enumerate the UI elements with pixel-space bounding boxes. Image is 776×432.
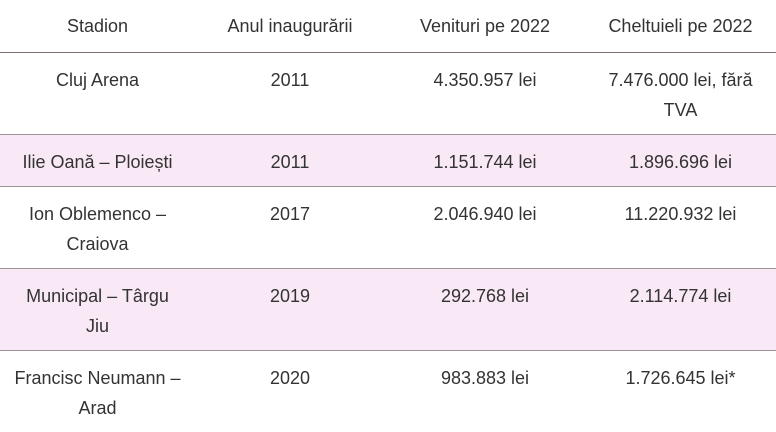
table-row: Ion Oblemenco – Craiova 2017 2.046.940 l… xyxy=(0,186,776,269)
header-expenses-2022: Cheltuieli pe 2022 xyxy=(585,0,776,53)
header-revenue-2022: Venituri pe 2022 xyxy=(385,0,585,53)
cell-expenses: 1.896.696 lei xyxy=(585,134,776,187)
cell-revenue: 983.883 lei xyxy=(440,367,530,388)
cell-year: 2019 xyxy=(195,268,385,351)
cell-stadium: Ion Oblemenco – Craiova xyxy=(0,186,195,269)
cell-year: 2011 xyxy=(195,134,385,187)
table-row: Francisc Neumann – Arad 2020 983.883 lei… xyxy=(0,350,776,432)
header-row: Stadion Anul inaugurării Venituri pe 202… xyxy=(0,0,776,53)
header-stadium: Stadion xyxy=(0,0,195,53)
cell-expenses: 7.476.000 lei, fără TVA xyxy=(585,52,776,135)
table-row: Cluj Arena 2011 4.350.957 lei 7.476.000 … xyxy=(0,52,776,135)
table-row: Municipal – Târgu Jiu 2019 292.768 lei 2… xyxy=(0,268,776,351)
cell-year: 2017 xyxy=(195,186,385,269)
cell-year: 2020 xyxy=(269,367,311,388)
header-inauguration-year: Anul inaugurării xyxy=(195,0,385,53)
cell-year: 2011 xyxy=(195,52,385,135)
cell-stadium: Ilie Oană – Ploiești xyxy=(0,134,195,187)
cell-expenses: 11.220.932 lei xyxy=(585,186,776,269)
table-header: Stadion Anul inaugurării Venituri pe 202… xyxy=(0,0,776,53)
cell-stadium: Cluj Arena xyxy=(0,52,195,135)
cell-revenue: 4.350.957 lei xyxy=(385,52,585,135)
cell-stadium: Municipal – Târgu Jiu xyxy=(0,268,195,351)
cell-revenue: 292.768 lei xyxy=(385,268,585,351)
cell-stadium: Francisc Neumann – Arad xyxy=(14,367,181,418)
cell-revenue: 1.151.744 lei xyxy=(385,134,585,187)
table-body: Cluj Arena 2011 4.350.957 lei 7.476.000 … xyxy=(0,52,776,432)
cell-expenses: 2.114.774 lei xyxy=(585,268,776,351)
cell-revenue: 2.046.940 lei xyxy=(385,186,585,269)
table-row: Ilie Oană – Ploiești 2011 1.151.744 lei … xyxy=(0,134,776,187)
cell-expenses: 1.726.645 lei* xyxy=(625,367,736,388)
